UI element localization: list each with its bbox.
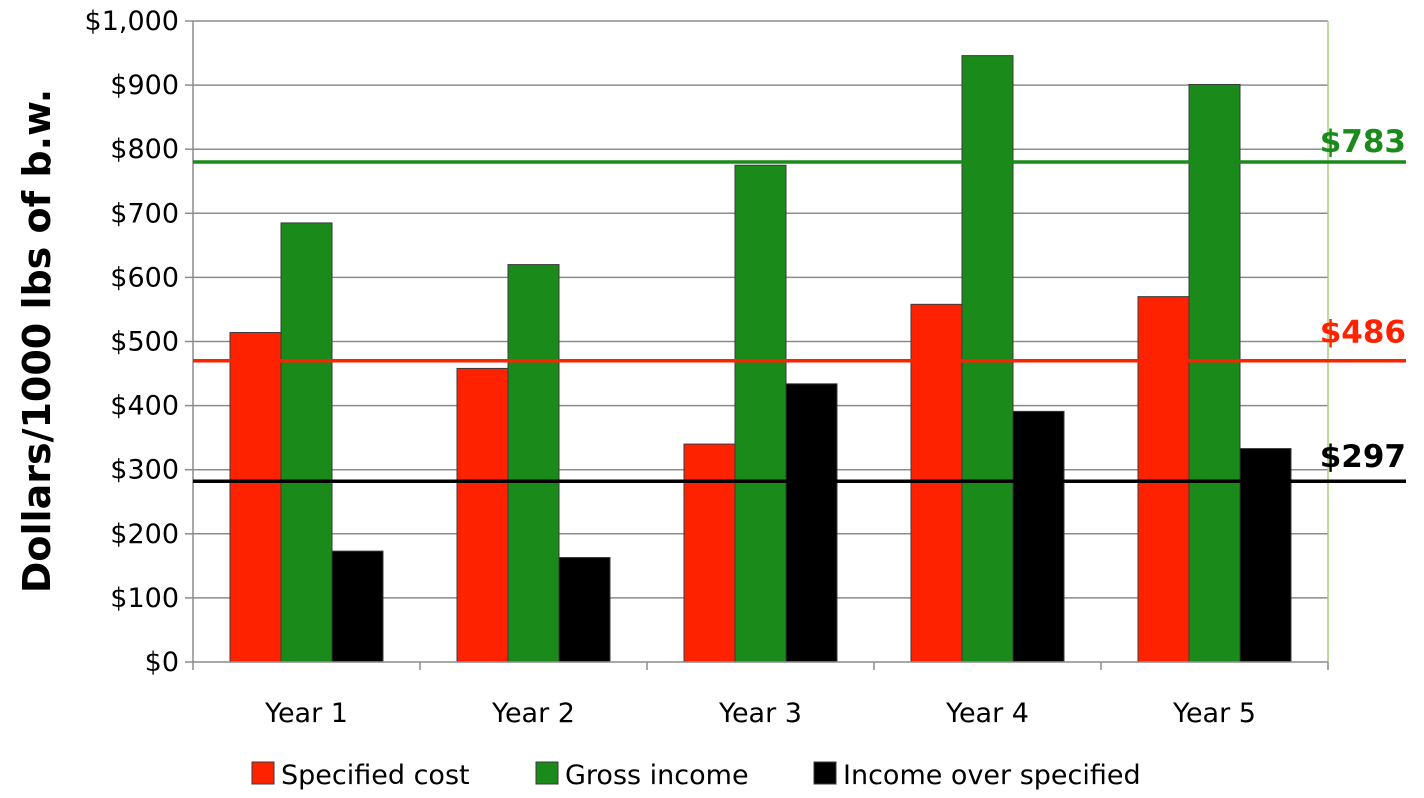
legend: Specified cost Gross income Income over sp…: [251, 760, 1141, 791]
legend-label: Gross income: [565, 760, 749, 791]
reference-lines: $783 $486 $297: [193, 124, 1406, 483]
bar: [1239, 448, 1292, 663]
y-tick-label: $900: [110, 70, 179, 101]
axis-labels: $0 $100 $200 $300 $400 $500 $600 $700 $800 $900 $1…: [85, 6, 1256, 729]
bar: [229, 332, 282, 663]
y-tick-label: $200: [110, 519, 179, 550]
y-tick-label: $400: [110, 391, 179, 422]
x-tick-label: Year 2: [491, 698, 575, 729]
bar: [961, 55, 1014, 663]
legend-swatch: [535, 761, 559, 785]
legend-swatch: [251, 761, 275, 785]
y-tick-label: $100: [110, 583, 179, 614]
y-tick-label: $1,000: [85, 6, 179, 37]
reference-line-label: $486: [1320, 315, 1406, 351]
reference-line-label: $783: [1320, 124, 1406, 160]
y-axis-title: Dollars/1000 lbs of b.w.: [15, 89, 59, 593]
bar: [280, 222, 333, 663]
bar: [558, 557, 611, 663]
bar: [331, 550, 384, 663]
y-tick-label: $0: [145, 647, 179, 678]
bar: [734, 164, 787, 663]
bar: [1012, 410, 1065, 663]
bar: [683, 443, 736, 663]
axes: [185, 20, 1329, 670]
legend-label: Specified cost: [281, 760, 470, 791]
y-tick-label: $600: [110, 262, 179, 293]
y-tick-label: $500: [110, 327, 179, 358]
x-tick-label: Year 5: [1172, 698, 1256, 729]
x-tick-label: Year 3: [718, 698, 802, 729]
bar: [785, 383, 838, 663]
bars: [229, 55, 1292, 663]
bar: [1137, 296, 1190, 663]
bar: [507, 264, 560, 663]
legend-swatch: [813, 761, 837, 785]
reference-line-label: $297: [1320, 439, 1406, 475]
bar: [1188, 83, 1241, 663]
bar: [456, 367, 509, 663]
x-tick-label: Year 4: [945, 698, 1029, 729]
bar: [910, 303, 963, 663]
y-tick-label: $800: [110, 134, 179, 165]
x-tick-label: Year 1: [264, 698, 348, 729]
y-tick-label: $700: [110, 198, 179, 229]
y-tick-label: $300: [110, 455, 179, 486]
legend-label: Income over specified: [843, 760, 1141, 791]
